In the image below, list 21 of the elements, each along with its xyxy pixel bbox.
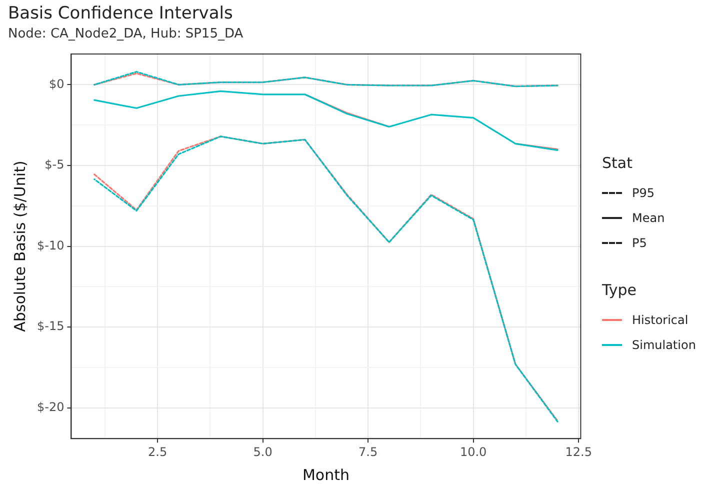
text: P5 bbox=[632, 236, 647, 250]
x-tick-label: 10.0 bbox=[460, 444, 487, 459]
text: P95 bbox=[632, 186, 655, 200]
legend-label: Historical bbox=[632, 312, 688, 326]
x-tick-label: 12.5 bbox=[565, 444, 592, 459]
x-tick-label: 7.5 bbox=[358, 444, 378, 459]
legend-label: Simulation bbox=[632, 338, 696, 352]
text: Mean bbox=[632, 210, 665, 224]
y-tick-label: $-5 bbox=[44, 158, 64, 172]
y-tick-label: $0 bbox=[48, 76, 64, 91]
y-axis-title: Absolute Basis ($/Unit) bbox=[10, 160, 29, 332]
x-tick-label: 2.5 bbox=[148, 444, 168, 459]
x-tick-label: 5.0 bbox=[253, 444, 272, 459]
x-axis-title: Month bbox=[302, 466, 350, 484]
legend-title: Type bbox=[602, 281, 638, 299]
chart-subtitle: Node: CA_Node2_DA, Hub: SP15_DA bbox=[8, 26, 244, 42]
y-tick-label: $-10 bbox=[37, 238, 64, 252]
y-tick-label: $-15 bbox=[37, 319, 64, 334]
text: Stat bbox=[602, 154, 634, 172]
y-tick-label: $-20 bbox=[37, 400, 64, 414]
chart-title: Basis Confidence Intervals bbox=[8, 4, 234, 24]
